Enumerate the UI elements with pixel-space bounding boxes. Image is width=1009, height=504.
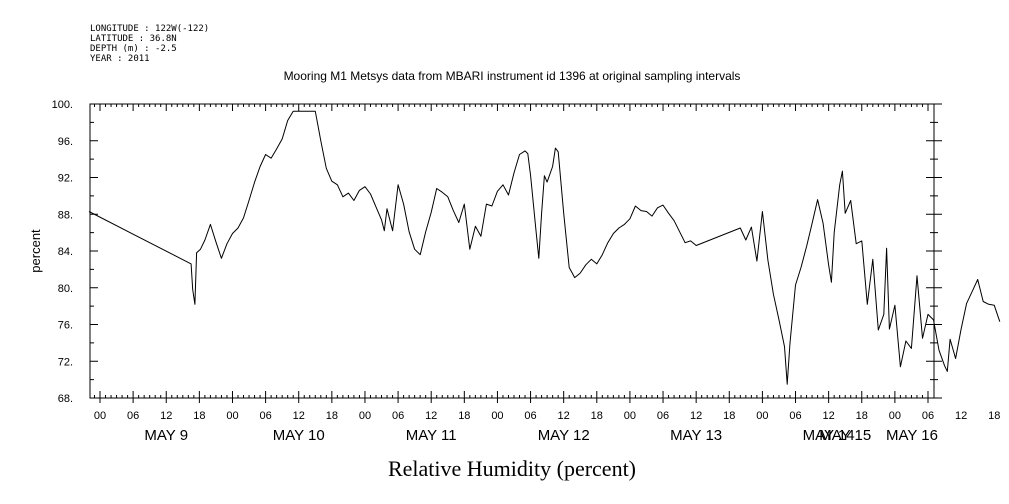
x-hour-label: 00	[491, 410, 503, 422]
x-hour-label: 06	[657, 410, 669, 422]
x-hour-label: 00	[624, 410, 636, 422]
x-hour-label: 12	[160, 410, 172, 422]
x-hour-label: 18	[326, 410, 338, 422]
x-hour-label: 18	[591, 410, 603, 422]
x-hour-label: 12	[690, 410, 702, 422]
y-tick-label: 76.	[58, 320, 73, 332]
depth-label: DEPTH (m) : -2.5	[90, 44, 177, 54]
axis-ticks	[90, 103, 942, 403]
x-hour-label: 00	[94, 410, 106, 422]
longitude-label: LONGITUDE : 122W(-122)	[90, 24, 209, 34]
y-tick-label: 80.	[58, 283, 73, 295]
x-day-label: MAY 14	[803, 427, 855, 444]
x-hour-label: 06	[922, 410, 934, 422]
x-hour-label: 12	[293, 410, 305, 422]
x-hour-label: 00	[226, 410, 238, 422]
x-hour-label: 12	[425, 410, 437, 422]
x-hour-label: 06	[127, 410, 139, 422]
x-axis-label: Relative Humidity (percent)	[388, 456, 636, 481]
x-hour-label: 06	[392, 410, 404, 422]
x-hour-label: 12	[823, 410, 835, 422]
latitude-label: LATITUDE : 36.8N	[90, 34, 177, 44]
chart-title: Mooring M1 Metsys data from MBARI instru…	[284, 69, 741, 83]
y-axis-label: percent	[28, 229, 43, 273]
x-day-label: MAY 10	[273, 427, 325, 444]
y-tick-label: 100.	[52, 99, 73, 111]
x-hour-label: 18	[193, 410, 205, 422]
y-tick-label: 96.	[58, 136, 73, 148]
y-tick-labels: 68. 72. 76. 80. 84. 88. 92. 96. 100.	[52, 99, 73, 405]
x-hour-label: 00	[756, 410, 768, 422]
x-hour-label: 18	[856, 410, 868, 422]
y-tick-label: 92.	[58, 173, 73, 185]
x-tick-labels: 00 06 12 18 00 06 12 18 00 06 12 18 00 06 12 18 00 06 12 18…	[94, 410, 1000, 444]
x-day-label: MAY 12	[538, 427, 590, 444]
plot-frame	[89, 103, 935, 399]
series-line	[88, 110, 1001, 385]
year-label: YEAR : 2011	[90, 54, 150, 64]
x-hour-label: 00	[359, 410, 371, 422]
x-hour-label: 18	[458, 410, 470, 422]
x-day-label: MAY 16	[886, 427, 938, 444]
y-tick-label: 68.	[58, 393, 73, 405]
x-day-label: MAY 15	[819, 427, 871, 444]
y-tick-label: 88.	[58, 209, 73, 221]
x-hour-label: 12	[955, 410, 967, 422]
series-layer	[88, 110, 1001, 385]
x-day-label: MAY 13	[670, 427, 722, 444]
x-hour-label: 06	[789, 410, 801, 422]
x-day-label: MAY 11	[406, 427, 457, 444]
x-day-label: MAY 9	[144, 427, 188, 444]
x-hour-label: 18	[723, 410, 735, 422]
y-tick-label: 72.	[58, 356, 73, 368]
x-hour-label: 06	[259, 410, 271, 422]
y-tick-label: 84.	[58, 246, 73, 258]
x-hour-label: 00	[889, 410, 901, 422]
x-hour-label: 18	[988, 410, 1000, 422]
x-hour-label: 12	[558, 410, 570, 422]
x-hour-label: 06	[524, 410, 536, 422]
